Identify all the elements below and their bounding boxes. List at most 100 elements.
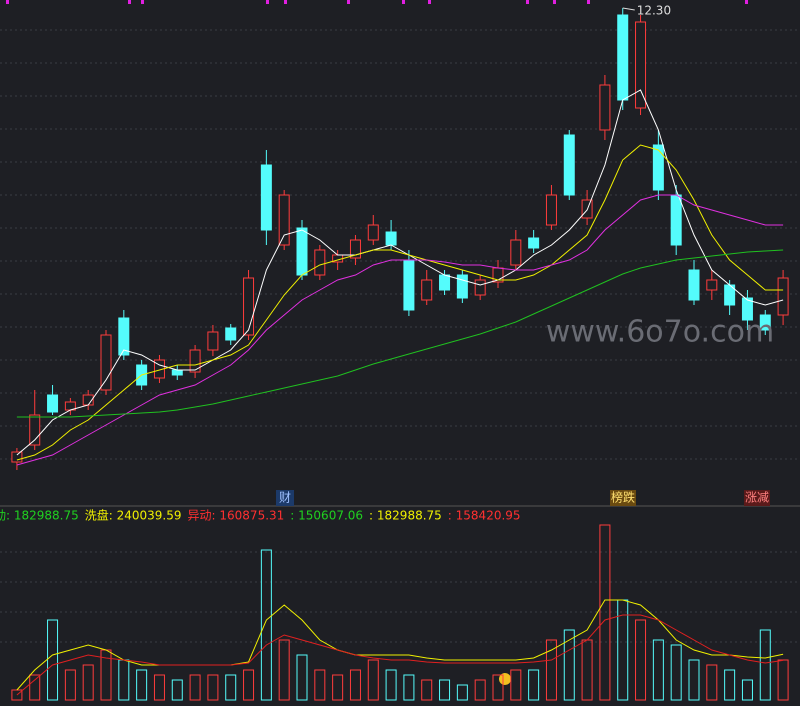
candle-body	[563, 134, 575, 196]
volume-bar	[777, 659, 789, 701]
candle-body	[260, 164, 272, 231]
volume-bar	[759, 629, 771, 701]
average-line	[16, 144, 784, 461]
volume-bar	[260, 549, 272, 701]
legend-entry: : 182988.75	[369, 509, 442, 523]
volume-bar	[64, 669, 76, 701]
candle-body	[403, 259, 415, 311]
candle-body	[635, 21, 647, 109]
watermark: www.6o7o.com	[546, 315, 774, 350]
candle-body	[349, 239, 361, 259]
volume-bar	[474, 679, 486, 701]
volume-bar	[243, 669, 255, 701]
candle-body	[421, 279, 433, 301]
volume-bar	[421, 679, 433, 701]
legend-entry: : 150607.06	[290, 509, 363, 523]
candle-body	[617, 14, 629, 101]
peak-label: 12.30	[637, 4, 671, 18]
candle-body	[510, 239, 522, 266]
volume-bar	[741, 679, 753, 701]
event-box	[744, 490, 770, 506]
event-label: 榜跌	[611, 490, 635, 505]
candle-body	[652, 144, 664, 191]
candle-body	[688, 269, 700, 301]
volume-bar	[724, 669, 736, 701]
volume-bar	[332, 674, 344, 701]
candle-body	[367, 224, 379, 241]
candle-body	[741, 297, 753, 321]
candle-body	[670, 194, 682, 246]
volume-bar	[670, 644, 682, 701]
legend-entry: 洗盘: 240039.59	[85, 508, 182, 523]
volume-bar	[367, 659, 379, 701]
peak-pointer	[622, 7, 635, 11]
volume-bar	[635, 619, 647, 701]
volume-bar	[29, 674, 41, 701]
volume-bar	[652, 639, 664, 701]
candle-body	[296, 227, 308, 276]
volume-bar	[314, 669, 326, 701]
event-label: 财	[279, 491, 291, 505]
volume-bar	[278, 639, 290, 701]
volume-bar	[47, 619, 59, 701]
volume-bar	[599, 524, 611, 701]
volume-bar	[403, 674, 415, 701]
smiley-icon	[499, 673, 511, 685]
event-label: 涨减	[745, 490, 769, 505]
indicator-line	[16, 614, 784, 696]
volume-bar	[528, 669, 540, 701]
volume-bar	[688, 659, 700, 701]
legend-entry: 异动: 160875.31	[188, 509, 285, 523]
volume-bar	[153, 674, 165, 701]
candle-body	[599, 84, 611, 131]
candle-body	[207, 331, 219, 351]
candle-body	[759, 314, 771, 331]
volume-bar	[706, 664, 718, 701]
candle-body	[189, 349, 201, 373]
candle-body	[11, 451, 23, 463]
grid	[0, 29, 800, 643]
candle-body	[706, 279, 718, 291]
candle-body	[545, 194, 557, 226]
volume-bar	[385, 669, 397, 701]
candle-body	[456, 274, 468, 299]
candle-body	[278, 194, 290, 246]
volume-bar	[82, 664, 94, 701]
event-box	[610, 490, 636, 506]
candle-body	[439, 274, 451, 291]
legend-entry: : 158420.95	[448, 509, 521, 523]
candle-body	[777, 277, 789, 316]
volume-bar	[207, 674, 219, 701]
volume-bar	[492, 674, 504, 701]
volume-bar	[510, 669, 522, 701]
volume-bar	[456, 684, 468, 701]
candle-body	[47, 394, 59, 413]
indicator-line	[16, 599, 784, 691]
average-line	[16, 194, 784, 466]
volume-bar	[349, 669, 361, 701]
average-line	[16, 89, 784, 456]
volume-bar	[439, 679, 451, 701]
volume-bar	[225, 674, 237, 701]
candle-body	[171, 369, 183, 376]
event-box	[276, 490, 294, 506]
volume-bar	[296, 654, 308, 701]
average-line	[16, 249, 784, 418]
volume-bar	[563, 629, 575, 701]
volume-bar	[545, 639, 557, 701]
candle-body	[385, 231, 397, 246]
volume-bar	[189, 674, 201, 701]
candle-body	[100, 334, 112, 391]
candle-body	[474, 279, 486, 296]
candle-body	[528, 237, 540, 249]
event-markers	[6, 0, 748, 4]
candle-body	[314, 249, 326, 276]
candle-body	[243, 277, 255, 336]
candle-body	[118, 317, 130, 356]
candle-body	[29, 414, 41, 446]
volume-bar	[136, 669, 148, 701]
candle-body	[225, 327, 237, 341]
volume-bar	[171, 679, 183, 701]
